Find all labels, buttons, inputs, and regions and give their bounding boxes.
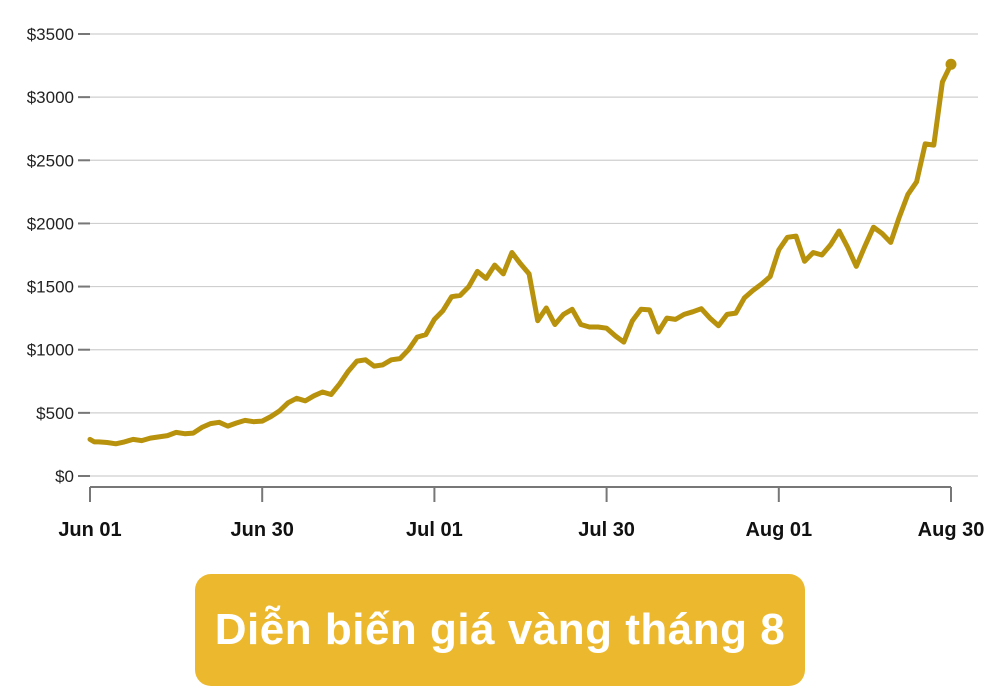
- price-series: [87, 58, 957, 447]
- x-tick-label: Aug 30: [918, 519, 985, 541]
- chart-title: Diễn biến giá vàng tháng 8: [214, 605, 786, 654]
- series-line: [87, 61, 954, 447]
- y-tick-label: $3500: [27, 25, 74, 44]
- y-tick-label: $500: [36, 404, 74, 423]
- y-tick-label: $2000: [27, 214, 74, 233]
- gold-price-line-chart: $0 $500 $1000 $1500 $2000 $2500 $3000 $3500 Jun…: [27, 25, 985, 541]
- y-tick-label: $3000: [27, 88, 74, 107]
- x-tick-label: Aug 01: [745, 519, 812, 541]
- title-banner: Diễn biến giá vàng tháng 8: [195, 574, 805, 686]
- y-tick-label: $1500: [27, 278, 74, 297]
- x-axis: Jun 01 Jun 30 Jul 01 Jul 30 Aug 01 Aug 30: [58, 486, 985, 541]
- x-tick-label: Jul 30: [578, 519, 635, 541]
- y-tick-label: $2500: [27, 151, 74, 170]
- y-tick-label: $0: [55, 467, 74, 486]
- x-tick-label: Jun 30: [231, 519, 294, 541]
- end-point-marker: [945, 58, 957, 70]
- y-tick-label: $1000: [27, 341, 74, 360]
- x-tick-label: Jul 01: [406, 519, 463, 541]
- grid-lines: [78, 33, 978, 477]
- x-tick-label: Jun 01: [58, 519, 121, 541]
- y-axis-labels: $0 $500 $1000 $1500 $2000 $2500 $3000 $3500: [27, 25, 74, 486]
